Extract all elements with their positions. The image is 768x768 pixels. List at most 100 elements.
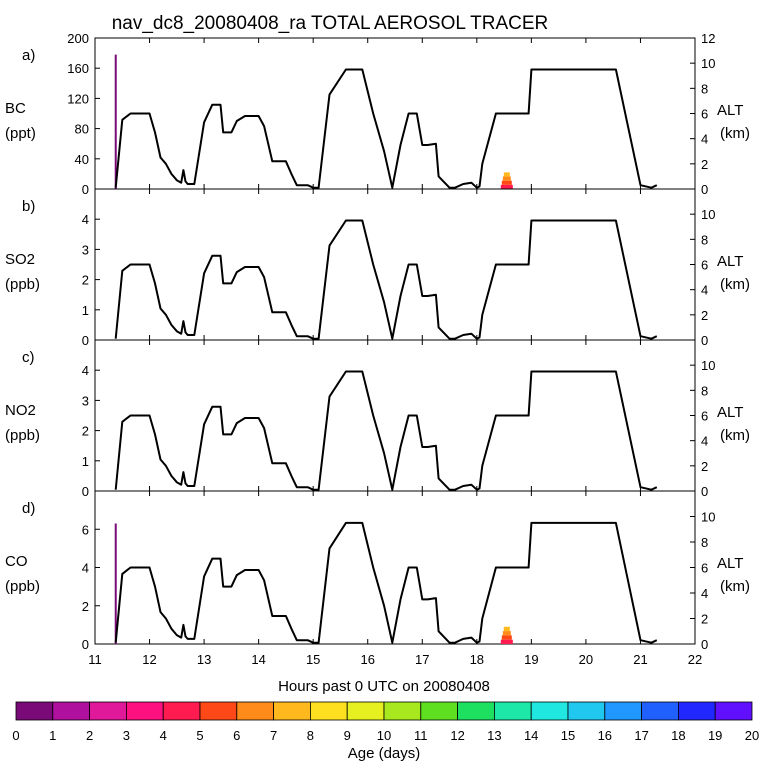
tracer-bar [500, 184, 513, 189]
panel-no2: 0 1 2 3 4 0 2 4 6 8 10 c) NO2 (ppb) ALT (km) [5, 339, 750, 499]
colorbar-tick-label: 3 [123, 728, 130, 743]
species-label: NO2 [5, 402, 36, 419]
colorbar-cell [162, 701, 201, 721]
alt-tick-label: 4 [701, 434, 708, 449]
colorbar-tick-label: 10 [377, 728, 391, 743]
colorbar-tick-label: 19 [708, 728, 722, 743]
alt-tick-label: 6 [701, 561, 708, 576]
colorbar-tick-label: 1 [49, 728, 56, 743]
x-tick-label: 15 [306, 652, 320, 667]
tracer-bar [502, 631, 511, 636]
tracer-bar [503, 626, 510, 632]
unit-label: (ppb) [5, 427, 40, 444]
colorbar-tick-label: 18 [671, 728, 685, 743]
x-tick-label: 16 [360, 652, 374, 667]
colorbar-cell [641, 701, 679, 721]
alt-tick-label: 6 [701, 107, 708, 122]
alt-unit-label: (km) [720, 125, 750, 142]
colorbar-tick-label: 20 [745, 728, 759, 743]
colorbar-cell [273, 701, 311, 721]
colorbar-tick-label: 12 [450, 728, 464, 743]
y-tick-label: 200 [67, 31, 89, 46]
species-label: SO2 [5, 251, 35, 268]
altitude-line [114, 370, 658, 491]
colorbar-tick-label: 11 [414, 728, 428, 743]
alt-tick-label: 0 [701, 182, 708, 197]
y-tick-label: 4 [82, 212, 89, 227]
colorbar-cell [678, 701, 716, 721]
alt-label: ALT [717, 404, 743, 421]
alt-tick-label: 8 [701, 232, 708, 247]
colorbar-tick-label: 2 [86, 728, 93, 743]
alt-unit-label: (km) [720, 578, 750, 595]
alt-tick-label: 4 [701, 132, 708, 147]
x-tick-label: 13 [197, 652, 211, 667]
tracer-bar [503, 172, 510, 177]
alt-unit-label: (km) [720, 427, 750, 444]
colorbar-tick-label: 0 [12, 728, 19, 743]
unit-label: (ppb) [5, 276, 40, 293]
alt-tick-label: 6 [701, 258, 708, 273]
tracer-bar [501, 180, 512, 185]
x-tick-label: 19 [524, 652, 538, 667]
y-tick-label: 4 [82, 363, 89, 378]
x-tick-label: 17 [415, 652, 429, 667]
colorbar-cell [493, 701, 532, 721]
colorbar-cell [420, 701, 458, 721]
panel-so2: 0 1 2 3 4 0 2 4 6 8 10 b) SO2 (ppb) ALT (km) [5, 188, 750, 348]
y-tick-label: 2 [82, 424, 89, 439]
colorbar-tick-label: 15 [561, 728, 575, 743]
alt-tick-label: 2 [701, 459, 708, 474]
y-tick-label: 6 [82, 522, 89, 537]
colorbar-cell [383, 701, 422, 721]
colorbar-tick-label: 7 [270, 728, 277, 743]
alt-label: ALT [717, 555, 743, 572]
unit-label: (ppb) [5, 578, 40, 595]
alt-tick-label: 2 [701, 308, 708, 323]
colorbar-cell [567, 701, 606, 721]
alt-tick-label: 8 [701, 81, 708, 96]
colorbar-cell [530, 701, 569, 721]
colorbar-cell [52, 701, 90, 721]
panel-bc: 0 40 80 120 160 200 0 2 4 6 8 10 12 a) BC (ppt) ALT (km) [5, 31, 750, 197]
colorbar-tick-label: 13 [487, 728, 501, 743]
alt-tick-label: 0 [701, 637, 708, 652]
y-tick-label: 3 [82, 242, 89, 257]
colorbar-tick-label: 16 [598, 728, 612, 743]
colorbar-cell [457, 701, 495, 721]
y-tick-label: 120 [67, 91, 89, 106]
x-tick-label: 21 [633, 652, 647, 667]
x-tick-label: 14 [251, 652, 265, 667]
colorbar-cell [89, 701, 127, 721]
panel-label: a) [22, 47, 35, 64]
alt-tick-label: 2 [701, 157, 708, 172]
species-label: CO [5, 553, 28, 570]
plot-frame [94, 188, 696, 341]
colorbar-tick-label: 17 [634, 728, 648, 743]
tracer-bar [501, 635, 512, 640]
panel-label: d) [22, 500, 35, 517]
y-tick-label: 80 [75, 122, 89, 137]
colorbar-cell [309, 701, 348, 721]
x-tick-label: 12 [142, 652, 156, 667]
colorbar-cell [714, 701, 753, 721]
alt-tick-label: 0 [701, 333, 708, 348]
x-tick-label: 20 [579, 652, 593, 667]
alt-tick-label: 8 [701, 383, 708, 398]
alt-tick-label: 12 [701, 31, 715, 46]
colorbar-cell [199, 701, 238, 721]
tracer-bar [502, 176, 511, 181]
colorbar-tick-label: 14 [524, 728, 538, 743]
panels: 04080120160200024681012a)BC(ppt)ALT(km)0… [5, 31, 750, 667]
plot-frame [94, 37, 696, 190]
y-tick-label: 2 [82, 599, 89, 614]
alt-tick-label: 10 [701, 510, 715, 525]
y-tick-label: 0 [82, 637, 89, 652]
y-tick-label: 160 [67, 61, 89, 76]
alt-tick-label: 6 [701, 409, 708, 424]
alt-tick-label: 10 [701, 207, 715, 222]
alt-tick-label: 10 [701, 358, 715, 373]
age-colorbar: 0 1 2 3 4 5 6 7 8 9 10 11 12 13 14 15 16 17 18 19 20 [12, 701, 759, 743]
colorbar-cell [346, 701, 385, 721]
chart-title: nav_dc8_20080408_ra TOTAL AEROSOL TRACER [112, 13, 549, 34]
